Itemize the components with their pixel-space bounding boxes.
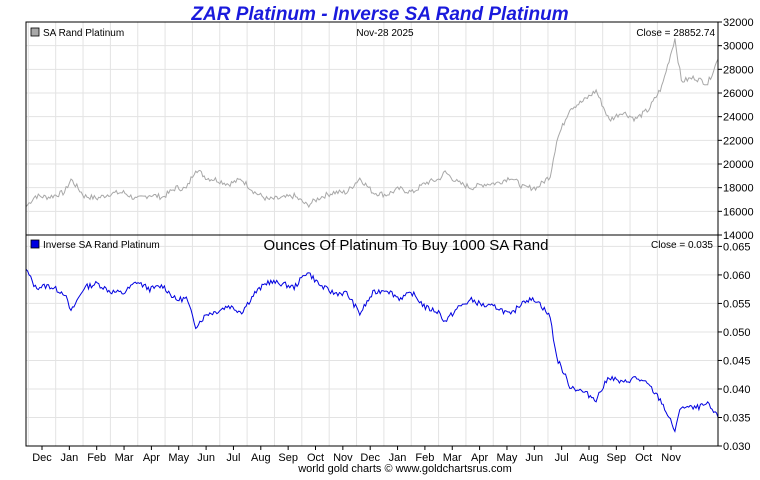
x-tick-label: May (497, 452, 518, 464)
x-axis: Dec Jan Feb Mar Apr May Jun Jul Aug Sep Oct Nov Dec J… (32, 446, 681, 464)
bottom-panel-frame (25, 234, 719, 447)
bottom-legend-label: Inverse SA Rand Platinum (43, 240, 160, 251)
y-tick-label: 26000 (723, 88, 754, 100)
top-date-label: Nov-28 2025 (356, 28, 414, 39)
x-tick-label: Feb (415, 452, 434, 464)
y-tick-label: 30000 (723, 41, 754, 53)
y-tick-label: 0.065 (723, 241, 751, 253)
x-tick-label: Dec (32, 452, 52, 464)
y-tick-label: 0.060 (723, 270, 751, 282)
y-tick-label: 28000 (723, 64, 754, 76)
y-tick-label: 24000 (723, 112, 754, 124)
x-tick-label: May (168, 452, 189, 464)
y-tick-label: 20000 (723, 159, 754, 171)
bottom-close-label: Close = 0.035 (651, 240, 713, 251)
x-tick-label: Mar (115, 452, 134, 464)
y-tick-label: 32000 (723, 17, 754, 29)
footer-credit: world gold charts © www.goldchartsrus.co… (297, 463, 512, 475)
y-tick-label: 16000 (723, 206, 754, 218)
top-panel-frame (25, 21, 719, 236)
y-tick-label: 0.045 (723, 355, 751, 367)
x-tick-label: Sep (278, 452, 298, 464)
x-tick-label: Feb (87, 452, 106, 464)
y-tick-label: 22000 (723, 135, 754, 147)
x-tick-label: Jun (525, 452, 543, 464)
top-y-axis: 14000 16000 18000 20000 22000 24000 26000 28000… (718, 17, 754, 242)
y-tick-label: 0.040 (723, 384, 751, 396)
x-tick-label: Aug (251, 452, 271, 464)
top-grid (26, 21, 718, 236)
y-tick-label: 0.050 (723, 327, 751, 339)
bottom-y-axis: 0.030 0.035 0.040 0.045 0.050 0.055 0.060 0.065 (718, 241, 751, 453)
chart-title: ZAR Platinum - Inverse SA Rand Platinum (190, 4, 568, 25)
x-tick-label: Mar (443, 452, 462, 464)
y-tick-label: 0.030 (723, 441, 751, 453)
x-tick-label: Jul (555, 452, 569, 464)
x-tick-label: Apr (471, 452, 488, 464)
x-tick-label: Aug (579, 452, 599, 464)
x-tick-label: Dec (360, 452, 380, 464)
top-legend-label: SA Rand Platinum (43, 28, 124, 39)
x-tick-label: Sep (607, 452, 627, 464)
top-legend-swatch (30, 27, 40, 37)
y-tick-label: 0.055 (723, 298, 751, 310)
y-tick-label: 18000 (723, 183, 754, 195)
bottom-panel: 0.030 0.035 0.040 0.045 0.050 0.055 0.060 0.065… (25, 234, 751, 453)
x-tick-label: Apr (143, 452, 160, 464)
bottom-grid (26, 235, 718, 447)
x-tick-label: Oct (635, 452, 652, 464)
y-tick-label: 14000 (723, 230, 754, 242)
bottom-legend-swatch (30, 239, 40, 249)
bottom-panel-title: Ounces Of Platinum To Buy 1000 SA Rand (264, 237, 549, 254)
x-tick-label: Jun (197, 452, 215, 464)
x-tick-label: Jan (389, 452, 407, 464)
x-tick-label: Nov (333, 452, 353, 464)
x-tick-label: Nov (661, 452, 681, 464)
x-tick-label: Jul (226, 452, 240, 464)
x-tick-label: Jan (60, 452, 78, 464)
x-tick-label: Oct (307, 452, 324, 464)
inverse-sa-rand-platinum-line (25, 268, 719, 433)
sa-rand-platinum-line (25, 38, 719, 209)
y-tick-label: 0.035 (723, 412, 751, 424)
top-panel: 14000 16000 18000 20000 22000 24000 26000 28000… (25, 17, 754, 242)
top-close-label: Close = 28852.74 (636, 28, 715, 39)
